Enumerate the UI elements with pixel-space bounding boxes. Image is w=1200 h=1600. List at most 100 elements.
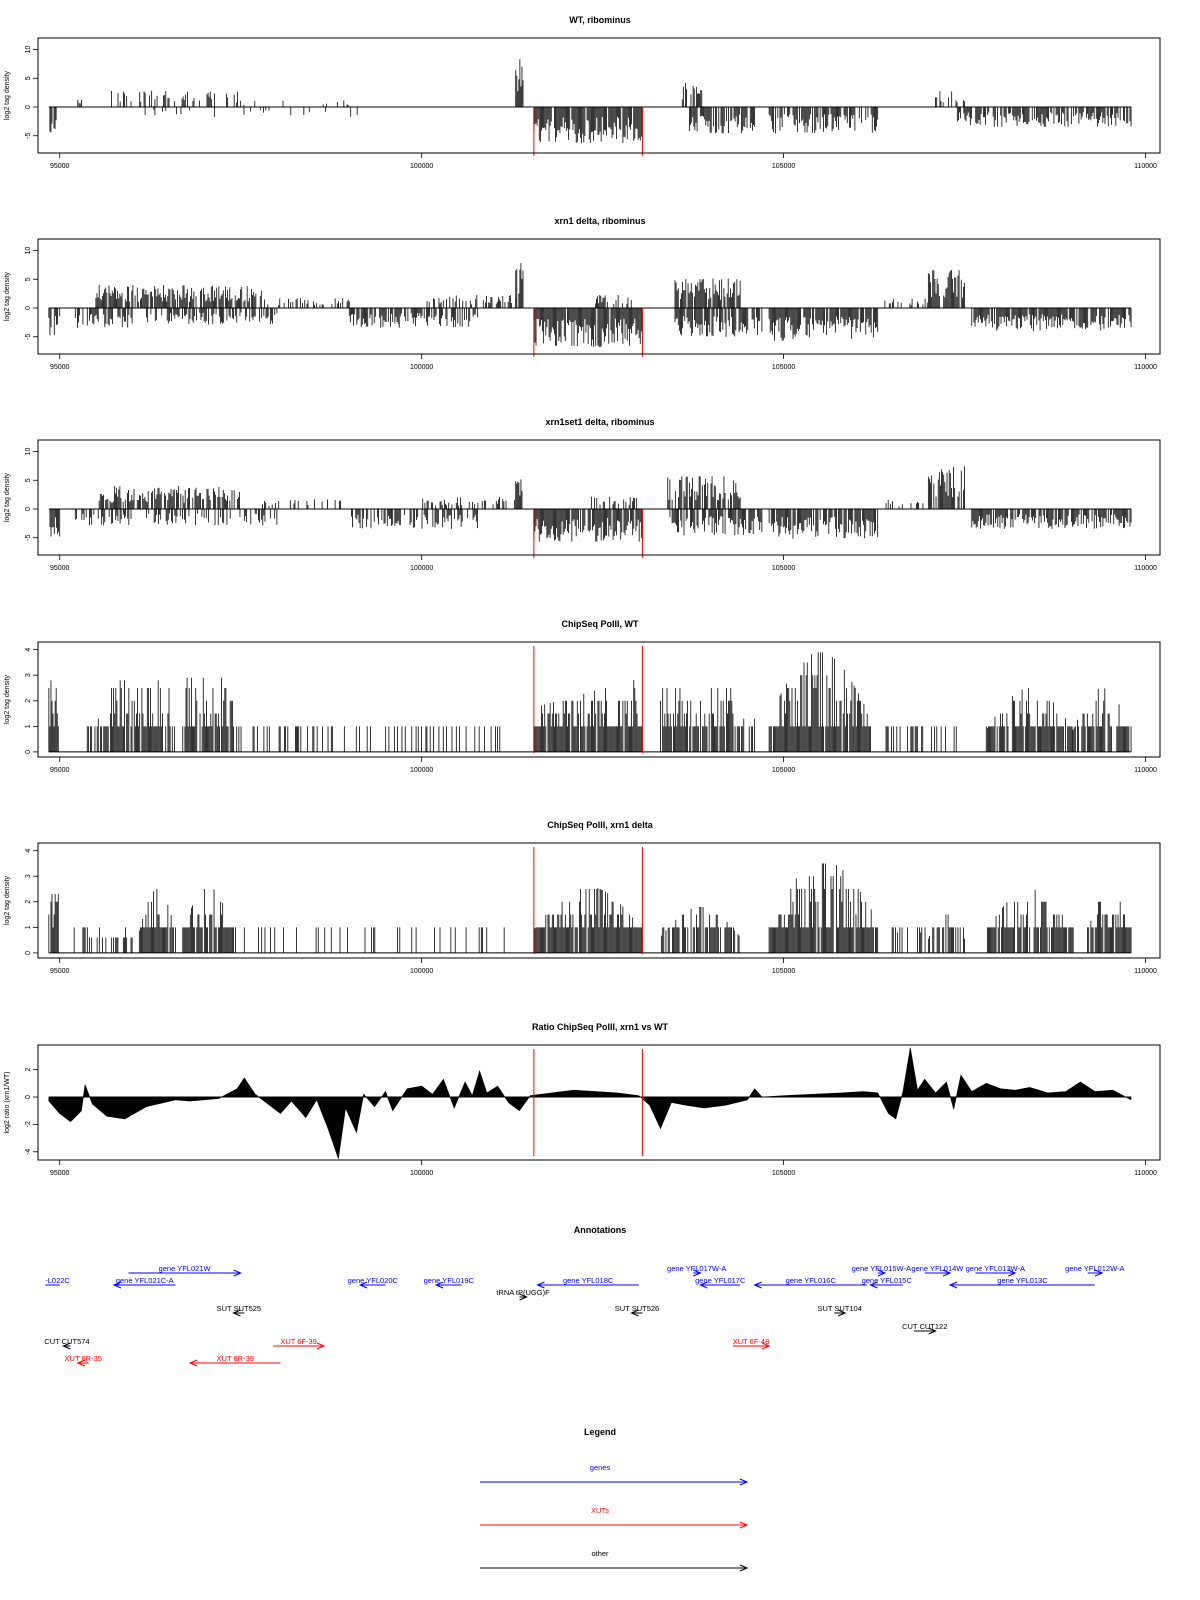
chart-title: xrn1set1 delta, ribominus: [545, 417, 654, 427]
arrowhead-right-icon: [693, 1269, 702, 1277]
annotation-label: CUT CUT122: [902, 1322, 947, 1331]
bar-group-7: [768, 863, 879, 953]
x-tick-label: 100000: [410, 364, 433, 371]
bar-group-10: [985, 688, 1074, 752]
bar-group-10: [986, 889, 1074, 953]
data-marks: [48, 263, 1132, 357]
chart-panel-3: ChipSeq PolII, WT log2 tag density 0 1 2 3 4 95…: [4, 619, 1161, 774]
bar-group-12: [768, 308, 879, 341]
annotation-label: gene YFL016C: [786, 1276, 837, 1285]
y-tick-label: 5: [25, 76, 32, 80]
y-tick-label: 1: [25, 925, 32, 929]
annotation-feature: gene YFL012W-A: [1065, 1264, 1125, 1277]
bar-group-5: [348, 308, 478, 328]
bar-group-7: [732, 718, 756, 752]
annotation-feature: XUT 6F-48: [733, 1337, 771, 1350]
x-tick-label: 95000: [50, 565, 70, 572]
chart-panel-2: xrn1set1 delta, ribominus log2 tag densit…: [4, 417, 1161, 572]
bar-group-2: [95, 284, 262, 308]
bar-group-3: [182, 889, 234, 953]
y-tick-label: 10: [25, 46, 32, 54]
arrowhead-right-icon: [316, 1342, 326, 1350]
x-tick-label: 95000: [50, 1170, 70, 1177]
annotation-feature: gene YFL017W-A: [667, 1264, 726, 1277]
bar-group-12: [956, 107, 1132, 127]
x-tick-label: 95000: [50, 767, 70, 774]
annotation-feature: SUT SUT526: [615, 1304, 659, 1317]
annotation-label: gene YFL015C: [862, 1276, 913, 1285]
arrowhead-left-icon: [358, 1281, 368, 1289]
arrowhead-right-icon: [761, 1342, 771, 1350]
plot-frame: [37, 641, 1161, 758]
annotation-label: gene YFL013W-A: [966, 1264, 1025, 1273]
annotation-label: tRNA tP(UGG)F: [496, 1288, 550, 1297]
legend-item: other: [480, 1549, 749, 1572]
legend-item: XUTs: [480, 1506, 749, 1529]
annotation-label: gene YFL019C: [424, 1276, 475, 1285]
plot-frame: [37, 238, 1161, 355]
annotation-feature: gene YFL020C: [348, 1276, 399, 1289]
x-tick-label: 110000: [1134, 1170, 1157, 1177]
annotation-label: gene YFL013C: [997, 1276, 1048, 1285]
y-tick-label: 0: [25, 750, 32, 754]
bar-group-9: [689, 107, 756, 134]
bar-group-8: [891, 927, 926, 953]
annotation-label: SUT SUT526: [615, 1304, 659, 1313]
y-tick-label: 4: [25, 648, 32, 652]
annotation-feature: XUT 6F-39: [273, 1337, 326, 1350]
arrowhead-left-icon: [112, 1281, 122, 1289]
bar-group-13: [885, 499, 924, 509]
arrowhead-right-icon: [739, 1478, 749, 1486]
y-axis-label: log2 tag density: [4, 674, 11, 724]
arrowhead-right-icon: [233, 1269, 242, 1277]
chart-title: xrn1 delta, ribominus: [554, 216, 645, 226]
arrowhead-left-icon: [536, 1281, 545, 1289]
bar-group-2: [109, 680, 175, 752]
annotation-feature: -L022C: [45, 1276, 70, 1286]
y-tick-label: -2: [25, 1121, 32, 1127]
data-marks: [48, 466, 1132, 558]
annotation-feature: gene YFL018C: [536, 1276, 639, 1289]
y-tick-label: 0: [25, 306, 32, 310]
x-tick-label: 105000: [772, 1170, 795, 1177]
x-tick-label: 100000: [410, 968, 433, 975]
x-tick-label: 100000: [410, 163, 433, 170]
annotation-feature: XUT 6R-35: [65, 1354, 102, 1367]
bar-group-11: [935, 91, 965, 107]
chart-title: ChipSeq PolII, xrn1 delta: [547, 820, 654, 830]
bar-group-5: [533, 888, 643, 953]
bar-group-15: [971, 308, 1132, 332]
annotation-feature: SUT SUT525: [217, 1304, 261, 1317]
bar-group-0: [49, 509, 61, 537]
y-tick-label: 2: [25, 900, 32, 904]
data-marks: [48, 59, 1132, 156]
bar-group-10: [667, 476, 741, 509]
x-tick-label: 95000: [50, 364, 70, 371]
bar-group-7: [533, 107, 643, 144]
x-tick-label: 100000: [410, 1170, 433, 1177]
annotation-label: XUT 6F-39: [280, 1337, 317, 1346]
x-tick-label: 110000: [1134, 565, 1157, 572]
y-axis-label: log2 tag density: [4, 271, 11, 321]
bar-group-4: [235, 927, 505, 953]
bar-group-6: [660, 688, 734, 752]
y-tick-label: -4: [25, 1149, 32, 1155]
annotation-label: gene YFL018C: [563, 1276, 614, 1285]
arrowhead-left-icon: [62, 1342, 71, 1350]
legend-label: genes: [590, 1463, 611, 1472]
bar-group-7: [515, 479, 523, 509]
y-axis-label: log2 tag density: [4, 472, 11, 522]
annotation-feature: XUT 6R-39: [188, 1354, 281, 1367]
annotation-label: gene YFL021C-A: [116, 1276, 174, 1285]
y-tick-label: 0: [25, 951, 32, 955]
data-marks: [48, 847, 1132, 954]
bar-group-1: [77, 99, 82, 107]
y-tick-label: 10: [25, 247, 32, 255]
arrowhead-right-icon: [942, 1269, 952, 1277]
bar-group-8: [681, 83, 703, 107]
bar-group-4: [243, 100, 349, 107]
chart-title: ChipSeq PolII, WT: [562, 619, 639, 629]
annotation-feature: CUT CUT574: [44, 1337, 90, 1350]
bar-group-6: [426, 295, 517, 308]
annotation-feature: gene YFL015C: [862, 1276, 913, 1289]
